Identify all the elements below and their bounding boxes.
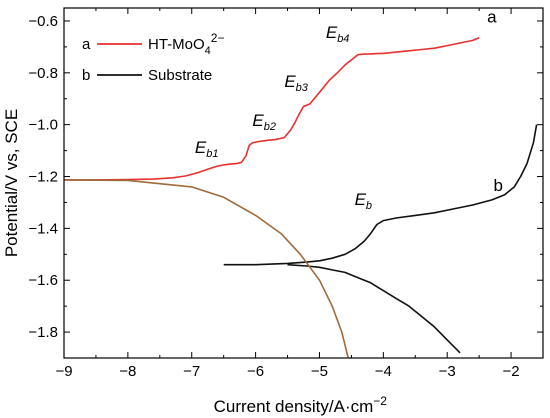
series-line-1: [223, 124, 538, 266]
legend-label-b: Substrate: [148, 67, 212, 84]
y-tick-label: −1.0: [28, 117, 58, 134]
curves-layer: [64, 37, 538, 358]
annotation-subscript: b4: [337, 33, 349, 45]
x-tick-label: −9: [55, 363, 72, 380]
x-axis-title: Current density/A·cm−2: [214, 394, 388, 416]
annotation-E-b3: Eb3: [284, 72, 308, 94]
curve-tag-b: b: [494, 176, 503, 195]
plot-frame: [63, 7, 544, 359]
annotation-E-b4: Eb4: [326, 23, 350, 45]
annotations-layer: a b Eb1 Eb2 Eb3 Eb4 Eb: [195, 7, 503, 212]
x-tick-label: −7: [183, 363, 200, 380]
series-line-0: [64, 37, 480, 181]
y-tick-label: −1.8: [28, 324, 58, 341]
y-tick-label: −1.2: [28, 169, 58, 186]
axis-titles: Current density/A·cm−2 Potential/V vs, SC…: [2, 109, 387, 416]
annotation-subscript: b3: [296, 82, 309, 94]
y-tick-label: −1.6: [28, 272, 58, 289]
annotation-E-b2: Eb2: [252, 111, 276, 133]
x-tick-label: −8: [119, 363, 136, 380]
legend-label-a: HT-MoO42−: [148, 31, 224, 57]
x-axis-title-superscript: −2: [373, 394, 387, 408]
legend-label-superscript: 2−: [211, 31, 225, 45]
series-line-3: [64, 179, 349, 358]
annotation-subscript: b2: [264, 121, 276, 133]
ticks-layer: [63, 8, 544, 359]
y-tick-label: −1.4: [28, 220, 58, 237]
x-tick-label: −5: [311, 363, 328, 380]
annotation-subscript: b: [366, 200, 372, 212]
legend: a HT-MoO42− b Substrate: [82, 31, 224, 84]
y-axis-title: Potential/V vs, SCE: [2, 109, 21, 257]
series-line-2: [287, 263, 461, 354]
x-tick-label: −2: [503, 363, 520, 380]
curve-tag-a: a: [487, 7, 497, 26]
x-tick-label: −4: [375, 363, 392, 380]
legend-key-b: b: [82, 67, 90, 84]
legend-key-a: a: [82, 36, 91, 53]
annotation-E-b: Eb: [355, 190, 372, 212]
y-tick-label: −0.8: [28, 65, 58, 82]
annotation-E-b1: Eb1: [195, 138, 219, 160]
y-tick-label: −0.6: [28, 13, 58, 30]
x-tick-label: −3: [439, 363, 456, 380]
legend-label-subscript: 4: [205, 45, 211, 57]
tick-labels-layer: −9 −8 −7 −6 −5 −4 −3 −2 −0.6 −0.8 −1.0 −1.2 −1.4 −1.6…: [28, 13, 519, 380]
annotation-subscript: b1: [206, 148, 218, 160]
x-tick-label: −6: [247, 363, 264, 380]
